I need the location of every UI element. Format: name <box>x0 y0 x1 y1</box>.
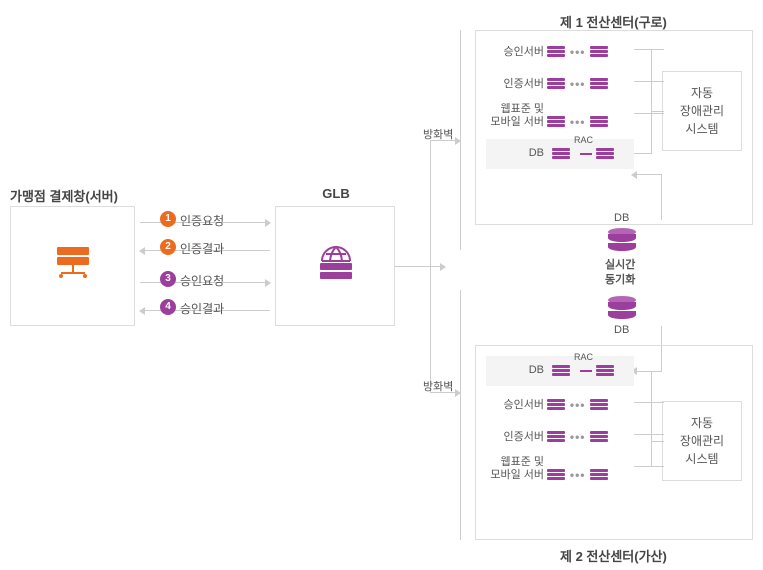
dc1-row-0: 승인서버 ••• <box>486 43 608 59</box>
dots-icon: ••• <box>569 45 587 59</box>
db-label: DB <box>486 147 544 159</box>
row-label: 웹표준 및 모바일 서버 <box>486 103 544 129</box>
glb-box <box>275 206 395 326</box>
dots-icon: ••• <box>569 115 587 129</box>
dc2-row-0: 승인서버 ••• <box>486 396 608 412</box>
server-icon <box>552 365 570 377</box>
server-icon <box>590 116 608 128</box>
connector-line <box>395 266 445 267</box>
cline <box>651 111 664 112</box>
sync-db-bottom-label: DB <box>614 324 629 336</box>
dots-icon: ••• <box>569 430 587 444</box>
cline <box>634 371 652 372</box>
server-icon <box>547 469 565 481</box>
server-icon <box>590 399 608 411</box>
dc2-row-2: 웹표준 및 모바일 서버 ••• <box>486 456 608 482</box>
dots-icon: ••• <box>569 468 587 482</box>
server-icon <box>590 78 608 90</box>
db-cylinder-top-icon <box>608 228 636 251</box>
firewall-label-2: 방화벽 <box>423 378 453 394</box>
row-label: 인증서버 <box>486 428 544 444</box>
dc2-system: 자동 장애관리 시스템 <box>662 401 742 481</box>
dc1-row-2: 웹표준 및 모바일 서버 ••• <box>486 103 608 129</box>
server-icon <box>596 365 614 377</box>
db-label: DB <box>486 364 544 376</box>
dc2-title: 제 2 전산센터(가산) <box>560 546 667 565</box>
sync-db-top-label: DB <box>614 212 629 224</box>
server-icon <box>596 148 614 160</box>
server-icon <box>547 431 565 443</box>
row-label: 인증서버 <box>486 75 544 91</box>
cline <box>634 153 652 154</box>
server-icon <box>552 148 570 160</box>
rac-label: RAC <box>574 352 593 362</box>
cline <box>634 434 664 435</box>
server-icon <box>547 116 565 128</box>
cline <box>634 49 664 50</box>
row-label: 승인서버 <box>486 396 544 412</box>
server-icon <box>590 46 608 58</box>
merchant-server-icon <box>53 245 93 281</box>
cvline <box>651 371 652 467</box>
step-number: 3 <box>160 271 176 287</box>
dc1-box: 승인서버 ••• 인증서버 ••• 웹표준 및 모바일 서버 ••• DB RA… <box>475 30 753 225</box>
step-label: 인증결과 <box>180 240 224 257</box>
dc2-row-1: 인증서버 ••• <box>486 428 608 444</box>
step-number: 1 <box>160 211 176 227</box>
server-icon <box>547 78 565 90</box>
rac-label: RAC <box>574 135 593 145</box>
firewall-line-2 <box>460 290 461 540</box>
cline <box>634 466 664 467</box>
step-label: 승인결과 <box>180 300 224 317</box>
firewall-label-1: 방화벽 <box>423 126 453 142</box>
connector-vline <box>430 140 431 392</box>
dc1-system: 자동 장애관리 시스템 <box>662 71 742 151</box>
glb-title: GLB <box>316 186 356 201</box>
cline <box>634 113 664 114</box>
cline <box>634 81 664 82</box>
server-icon <box>590 469 608 481</box>
dc1-title: 제 1 전산센터(구로) <box>560 12 667 31</box>
step-label: 승인요청 <box>180 272 224 289</box>
cline <box>651 441 664 442</box>
step-number: 2 <box>160 239 176 255</box>
step-number: 4 <box>160 299 176 315</box>
server-icon <box>547 399 565 411</box>
dots-icon: ••• <box>569 398 587 412</box>
rac-line-icon <box>580 153 592 155</box>
sync-arrow-top <box>636 174 662 220</box>
rac-line-icon <box>580 370 592 372</box>
cline <box>634 402 664 403</box>
glb-icon <box>316 243 356 283</box>
dc1-row-1: 인증서버 ••• <box>486 75 608 91</box>
dc2-db-row: DB RAC <box>486 356 634 386</box>
server-icon <box>590 431 608 443</box>
merchant-box <box>10 206 135 326</box>
dots-icon: ••• <box>569 77 587 91</box>
cvline <box>651 49 652 154</box>
firewall-line-1 <box>460 30 461 250</box>
merchant-title: 가맹점 결제창(서버) <box>10 186 118 205</box>
dc2-box: DB RAC 승인서버 ••• 인증서버 ••• 웹표준 및 모바일 서버 ••… <box>475 345 753 540</box>
row-label: 승인서버 <box>486 43 544 59</box>
sync-label: 실시간 동기화 <box>605 258 635 289</box>
dc1-db-row: DB RAC <box>486 139 634 169</box>
server-icon <box>547 46 565 58</box>
row-label: 웹표준 및 모바일 서버 <box>486 456 544 482</box>
step-label: 인증요청 <box>180 212 224 229</box>
db-cylinder-bottom-icon <box>608 296 636 319</box>
